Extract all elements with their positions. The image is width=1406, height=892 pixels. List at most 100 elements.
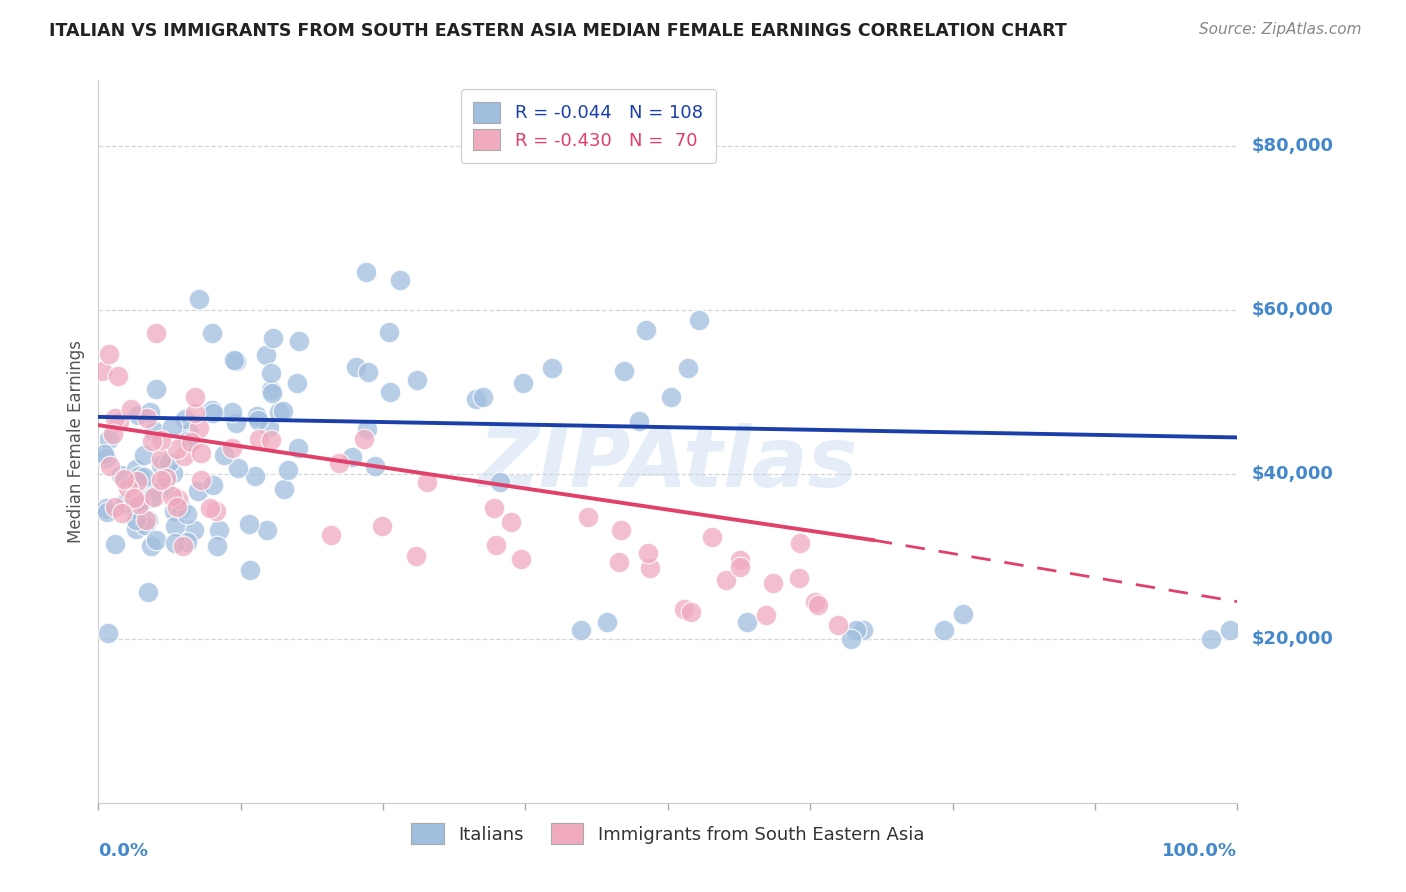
Point [176,534,198,549]
Point [271,404,294,418]
Point [471,390,494,404]
Point [370,519,392,533]
Point [128,497,150,511]
Point [807,598,830,612]
Point [221,405,243,419]
Point [243,469,266,483]
Point [125,462,148,476]
Point [841,632,863,646]
Point [145,326,167,340]
Point [127,474,149,488]
Point [162,467,184,481]
Point [149,458,172,473]
Point [262,331,284,345]
Point [157,455,180,469]
Point [364,458,387,473]
Point [353,432,375,446]
Point [141,434,163,448]
Point [145,533,167,548]
Point [187,421,209,435]
Point [136,411,159,425]
Point [636,323,658,337]
Point [136,484,159,499]
Point [247,413,270,427]
Point [260,433,283,447]
Point [512,376,534,391]
Point [127,408,149,422]
Text: 0.0%: 0.0% [98,842,149,860]
Point [135,512,157,526]
Point [659,390,682,404]
Point [613,364,636,378]
Point [155,471,177,485]
Point [389,273,412,287]
Point [247,432,270,446]
Point [163,504,186,518]
Point [139,404,162,418]
Point [287,441,309,455]
Point [256,523,278,537]
Point [111,506,134,520]
Point [97,625,120,640]
Point [165,518,187,533]
Point [845,624,868,638]
Point [124,513,146,527]
Text: Source: ZipAtlas.com: Source: ZipAtlas.com [1198,22,1361,37]
Point [714,573,737,587]
Point [187,484,209,499]
Point [700,530,723,544]
Point [380,385,402,400]
Point [328,456,350,470]
Point [114,496,136,510]
Point [239,563,262,577]
Point [97,347,120,361]
Point [132,448,155,462]
Point [357,365,380,379]
Point [207,539,229,553]
Point [167,491,190,506]
Point [681,605,703,619]
Point [120,401,142,416]
Point [174,411,197,425]
Point [205,504,228,518]
Point [177,434,200,448]
Point [225,353,247,368]
Point [94,450,117,465]
Point [93,447,115,461]
Point [627,414,650,428]
Point [226,461,249,475]
Point [94,500,117,515]
Text: $60,000: $60,000 [1251,301,1333,319]
Point [139,539,162,553]
Point [183,523,205,537]
Point [285,376,308,390]
Point [153,480,176,494]
Point [344,359,367,374]
Point [103,500,125,515]
Point [356,422,378,436]
Point [184,407,207,421]
Point [166,500,188,514]
Point [201,326,224,341]
Point [465,392,488,406]
Point [149,474,172,488]
Point [176,507,198,521]
Point [188,292,211,306]
Point [129,495,152,509]
Point [638,561,661,575]
Point [499,516,522,530]
Point [804,595,827,609]
Point [170,500,193,515]
Point [637,546,659,560]
Point [212,448,235,462]
Point [260,385,283,400]
Point [489,475,512,490]
Point [728,559,751,574]
Point [124,491,146,505]
Point [201,406,224,420]
Point [107,369,129,384]
Point [827,618,849,632]
Point [510,552,533,566]
Point [104,411,127,425]
Point [90,364,112,378]
